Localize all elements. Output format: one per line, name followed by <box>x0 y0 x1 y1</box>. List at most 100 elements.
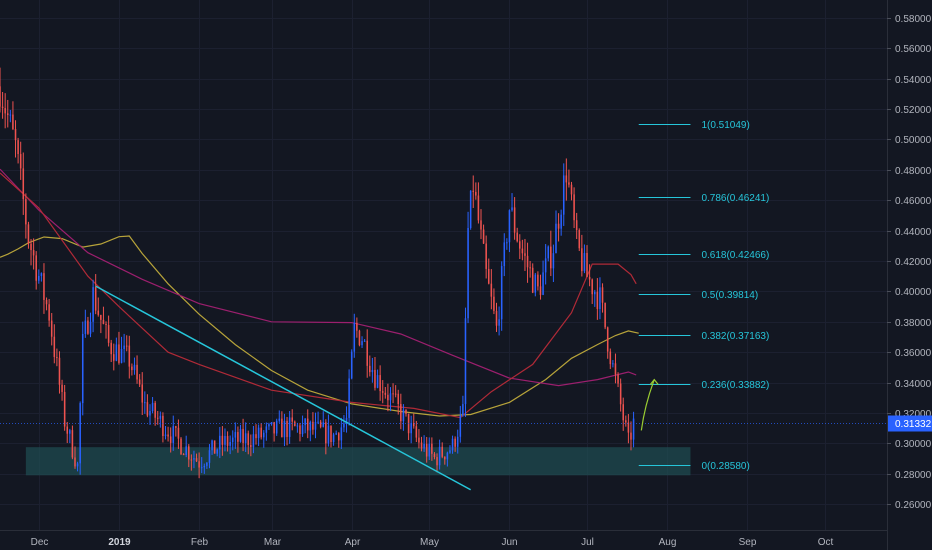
candle-body <box>542 272 544 295</box>
candle-body <box>606 327 609 352</box>
candle-body <box>195 458 198 462</box>
candle-body <box>84 320 87 334</box>
candle-body <box>102 319 105 324</box>
y-tick-label: 0.34000 <box>895 379 932 390</box>
candle-body <box>513 207 516 233</box>
candle-body <box>387 394 389 401</box>
candle-body <box>480 220 482 230</box>
candle-body <box>242 428 244 443</box>
y-tick-label: 0.56000 <box>895 44 932 55</box>
candle-body <box>53 336 56 358</box>
candle-body <box>188 446 190 460</box>
candle-body <box>146 402 149 416</box>
candle-body <box>570 184 573 195</box>
candle-body <box>97 310 100 315</box>
candle-body <box>438 446 441 466</box>
candle-body <box>441 446 443 457</box>
fib-level-label: 0.382(0.37163) <box>701 331 769 342</box>
candle-body <box>562 175 565 215</box>
candle-body <box>630 432 632 440</box>
candle-body <box>363 340 366 342</box>
candle-body <box>281 418 283 438</box>
candle-body <box>565 175 568 183</box>
candle-body <box>193 458 195 460</box>
candle-body <box>175 426 177 428</box>
candle-body <box>252 434 255 447</box>
candle-body <box>283 420 286 438</box>
candle-body <box>456 436 459 447</box>
candle-body <box>317 421 319 423</box>
candle-body <box>301 425 304 435</box>
fibonacci-levels[interactable]: 1(0.51049) 0.786(0.46241) 0.618(0.42466) 0.… <box>638 120 770 472</box>
candle-body <box>581 248 583 272</box>
candle-body <box>247 433 250 446</box>
candle-body <box>601 287 604 303</box>
candle-body <box>58 357 61 385</box>
candle-body <box>583 253 586 272</box>
candle-body <box>113 354 115 361</box>
candle-body <box>371 370 374 373</box>
candle-body <box>100 314 102 320</box>
candle-body <box>526 255 529 268</box>
candle-body <box>423 443 425 449</box>
candle-body <box>133 364 136 371</box>
candle-body <box>63 391 66 427</box>
candle-body <box>358 330 361 346</box>
downtrend-line[interactable] <box>95 285 472 491</box>
candle-body <box>412 423 415 427</box>
candle-body <box>573 194 575 221</box>
candle-body <box>115 344 118 361</box>
candle-body <box>125 345 128 347</box>
candle-body <box>539 286 542 295</box>
y-tick-label: 0.28000 <box>895 470 932 481</box>
candle-body <box>239 428 242 442</box>
candle-body <box>219 435 221 450</box>
candle-body <box>306 418 309 431</box>
candle-body <box>22 168 25 200</box>
x-tick-label: Mar <box>264 537 282 548</box>
candle-body <box>544 258 547 273</box>
candle-body <box>537 274 539 287</box>
moving-average-line <box>0 168 637 387</box>
candle-body <box>451 438 454 451</box>
x-tick-label: Aug <box>659 537 677 548</box>
candle-body <box>107 325 110 343</box>
candle-body <box>154 402 156 418</box>
projection-arrow[interactable] <box>640 378 659 431</box>
price-axis[interactable]: 0.58000 0.56000 0.54000 0.52000 0.50000 0.480… <box>887 14 932 511</box>
candle-body <box>319 421 322 427</box>
time-axis[interactable]: Dec 2019 Feb Mar Apr May Jun Jul Aug Sep Oct <box>31 537 834 548</box>
candle-body <box>511 207 513 211</box>
candle-body <box>190 459 193 461</box>
fib-level-label: 0(0.28580) <box>701 461 749 472</box>
grid-lines <box>0 0 887 530</box>
candle-body <box>120 348 123 363</box>
x-tick-label: Jun <box>501 537 517 548</box>
candle-body <box>213 440 216 454</box>
candle-body <box>485 243 487 269</box>
candle-body <box>366 340 368 366</box>
candle-body <box>309 421 312 431</box>
candle-body <box>356 322 358 331</box>
candle-body <box>392 393 394 395</box>
current-price-tag: 0.31332 <box>888 415 932 432</box>
candle-body <box>397 393 400 405</box>
candle-body <box>6 113 9 116</box>
candle-body <box>467 227 469 319</box>
candle-body <box>94 287 97 311</box>
candle-body <box>255 434 257 439</box>
candle-body <box>410 423 412 434</box>
candle-body <box>617 374 619 384</box>
fib-level-label: 0.618(0.42466) <box>701 250 769 261</box>
moving-average-line <box>0 172 637 419</box>
candle-body <box>159 415 162 419</box>
candle-body <box>591 279 593 295</box>
candle-body <box>185 446 187 455</box>
candle-body <box>332 434 335 443</box>
candle-body <box>612 363 614 365</box>
candle-body <box>304 418 306 426</box>
fib-level-label: 0.5(0.39814) <box>701 290 758 301</box>
candle-body <box>632 418 635 440</box>
candle-body <box>81 333 84 404</box>
